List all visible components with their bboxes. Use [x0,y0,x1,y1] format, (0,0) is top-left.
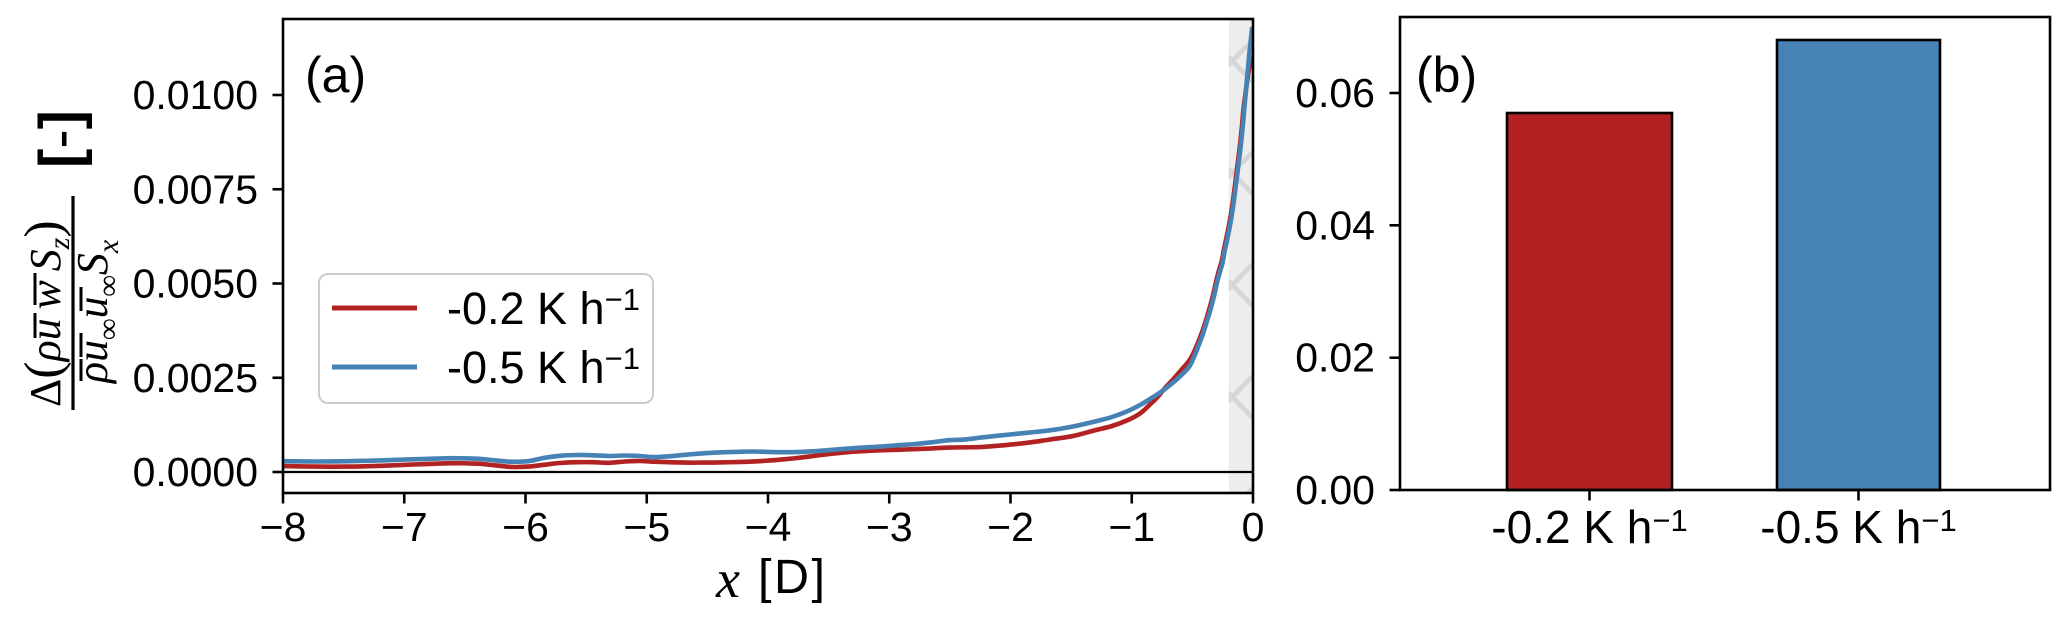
svg-text:0: 0 [1242,504,1265,550]
svg-text:−3: −3 [866,504,913,550]
svg-text:[D]: [D] [758,550,827,604]
svg-text:−8: −8 [260,504,307,550]
svg-text:0.0075: 0.0075 [133,166,258,212]
svg-text:−6: −6 [502,504,549,550]
svg-text:0.0000: 0.0000 [133,449,258,495]
svg-text:0.04: 0.04 [1295,202,1375,248]
svg-text:0.0100: 0.0100 [133,72,258,118]
svg-text:[-]: [-] [28,110,93,168]
svg-text:0.0050: 0.0050 [133,261,258,307]
svg-text:-0.2 K h−1: -0.2 K h−1 [447,282,640,334]
svg-text:-0.5 K h−1: -0.5 K h−1 [447,341,640,393]
svg-text:0.00: 0.00 [1295,467,1375,513]
svg-text:−7: −7 [381,504,428,550]
svg-text:(b): (b) [1416,47,1477,103]
svg-text:Δ(ρu w Sz): Δ(ρu w Sz) [15,220,76,407]
svg-text:0.02: 0.02 [1295,335,1375,381]
svg-text:x: x [715,549,740,609]
svg-text:(a): (a) [305,47,366,103]
svg-text:0.0025: 0.0025 [133,355,258,401]
svg-text:0.06: 0.06 [1295,70,1375,116]
svg-text:−5: −5 [623,504,670,550]
svg-text:−1: −1 [1108,504,1155,550]
svg-text:ρu∞u∞Sx: ρu∞u∞Sx [68,239,125,385]
svg-text:−4: −4 [745,504,792,550]
svg-text:−2: −2 [987,504,1034,550]
